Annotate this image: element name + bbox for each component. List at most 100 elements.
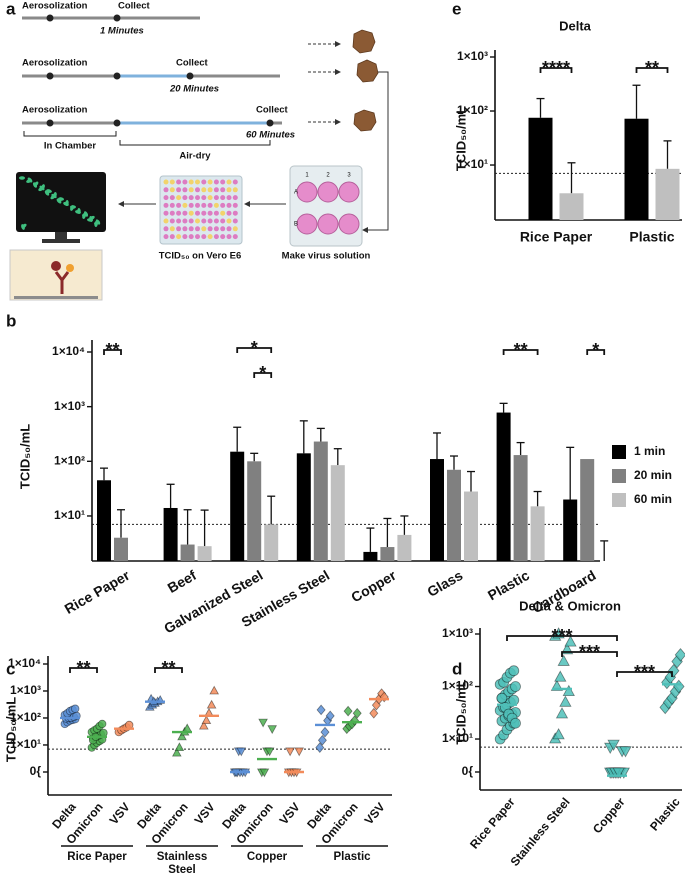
chart-title: Delta (559, 18, 592, 33)
well (220, 195, 226, 201)
well (201, 195, 207, 201)
bar (496, 412, 511, 561)
legend-swatch (612, 493, 626, 507)
data-point (258, 718, 268, 728)
data-point (325, 710, 335, 722)
data-point (369, 707, 379, 719)
x-tick-label: Rice Paper (467, 795, 518, 852)
well (195, 195, 200, 201)
well (188, 195, 194, 201)
legend-label: 1 min (634, 444, 665, 458)
step-label: Collect (118, 1, 151, 12)
well (213, 187, 219, 193)
well (163, 234, 169, 240)
significance-bracket (236, 347, 273, 353)
cell (95, 219, 101, 225)
panel-label: c (6, 659, 15, 678)
well (182, 210, 188, 216)
bar (447, 469, 461, 561)
cell (89, 215, 95, 221)
well (232, 195, 238, 201)
well (176, 226, 182, 232)
bar (563, 499, 578, 561)
y-tick-label: 1×10¹ (10, 737, 41, 751)
data-point (97, 719, 107, 729)
x-tick-label: Stainless Steel (508, 795, 573, 869)
bar (464, 491, 478, 561)
group-label: Plastic (333, 851, 371, 863)
well (195, 218, 200, 224)
bar (363, 551, 378, 561)
ninety-six-well-plate (159, 175, 243, 245)
y-tick-label: 1×10² (442, 679, 473, 693)
well (226, 179, 232, 185)
data-point (552, 728, 565, 740)
well (213, 234, 219, 240)
well (188, 234, 194, 240)
well (201, 210, 207, 216)
data-point (607, 739, 620, 751)
well (176, 179, 182, 185)
data-point (177, 731, 187, 741)
well (220, 202, 226, 208)
well (163, 218, 169, 224)
well (226, 195, 232, 201)
bracket (23, 131, 117, 137)
legend-label: 20 min (634, 468, 672, 482)
data-point (294, 747, 305, 757)
well-label: 2 (326, 173, 330, 179)
significance-label: ** (645, 58, 659, 78)
well (207, 202, 213, 208)
well (207, 218, 213, 224)
well (226, 210, 232, 216)
data-point (667, 663, 680, 678)
bar (528, 117, 553, 220)
bar (197, 546, 212, 561)
step-label: Aerosolization (22, 58, 88, 69)
significance-label: * (592, 340, 599, 360)
data-point (510, 681, 521, 692)
well (176, 234, 182, 240)
x-tick-label: Rice Paper (520, 229, 593, 245)
x-tick-label: VSV (107, 800, 133, 827)
phase-label: Air-dry (179, 151, 211, 162)
connector (364, 71, 389, 231)
well (169, 226, 175, 232)
timeline-diagram: Aerosolization Collect 1 Minutes Aerosol… (9, 1, 389, 301)
cell (19, 176, 25, 180)
well (169, 210, 175, 216)
step-label: Collect (176, 58, 209, 69)
bar (313, 441, 328, 561)
data-point (317, 734, 327, 746)
significance-bracket (253, 372, 273, 378)
chart-title: Delta & Omicron (519, 598, 621, 613)
bar (180, 544, 195, 561)
bar (655, 168, 680, 220)
significance-label: ** (76, 658, 90, 678)
cell (21, 223, 27, 229)
data-point (612, 767, 625, 779)
well (213, 179, 219, 185)
cell (41, 184, 45, 190)
well (207, 226, 213, 232)
well (176, 202, 182, 208)
data-point (264, 747, 275, 757)
significance-label: ** (514, 340, 528, 360)
well (226, 226, 232, 232)
y-tick-label: 1×10² (54, 453, 85, 467)
data-point (559, 695, 572, 707)
y-axis-label: TCID₅₀/mL (17, 424, 32, 489)
wells (296, 181, 360, 235)
well (195, 179, 200, 185)
well (232, 187, 238, 193)
significance-bracket (506, 635, 618, 641)
significance-label: * (251, 338, 258, 358)
y-tick-label: 0{ (30, 764, 42, 778)
well (226, 218, 232, 224)
panel-label: a (6, 0, 16, 18)
y-tick-label: 1×10² (457, 103, 488, 117)
well (213, 210, 219, 216)
timeline-dot (46, 119, 54, 127)
well (169, 195, 175, 201)
